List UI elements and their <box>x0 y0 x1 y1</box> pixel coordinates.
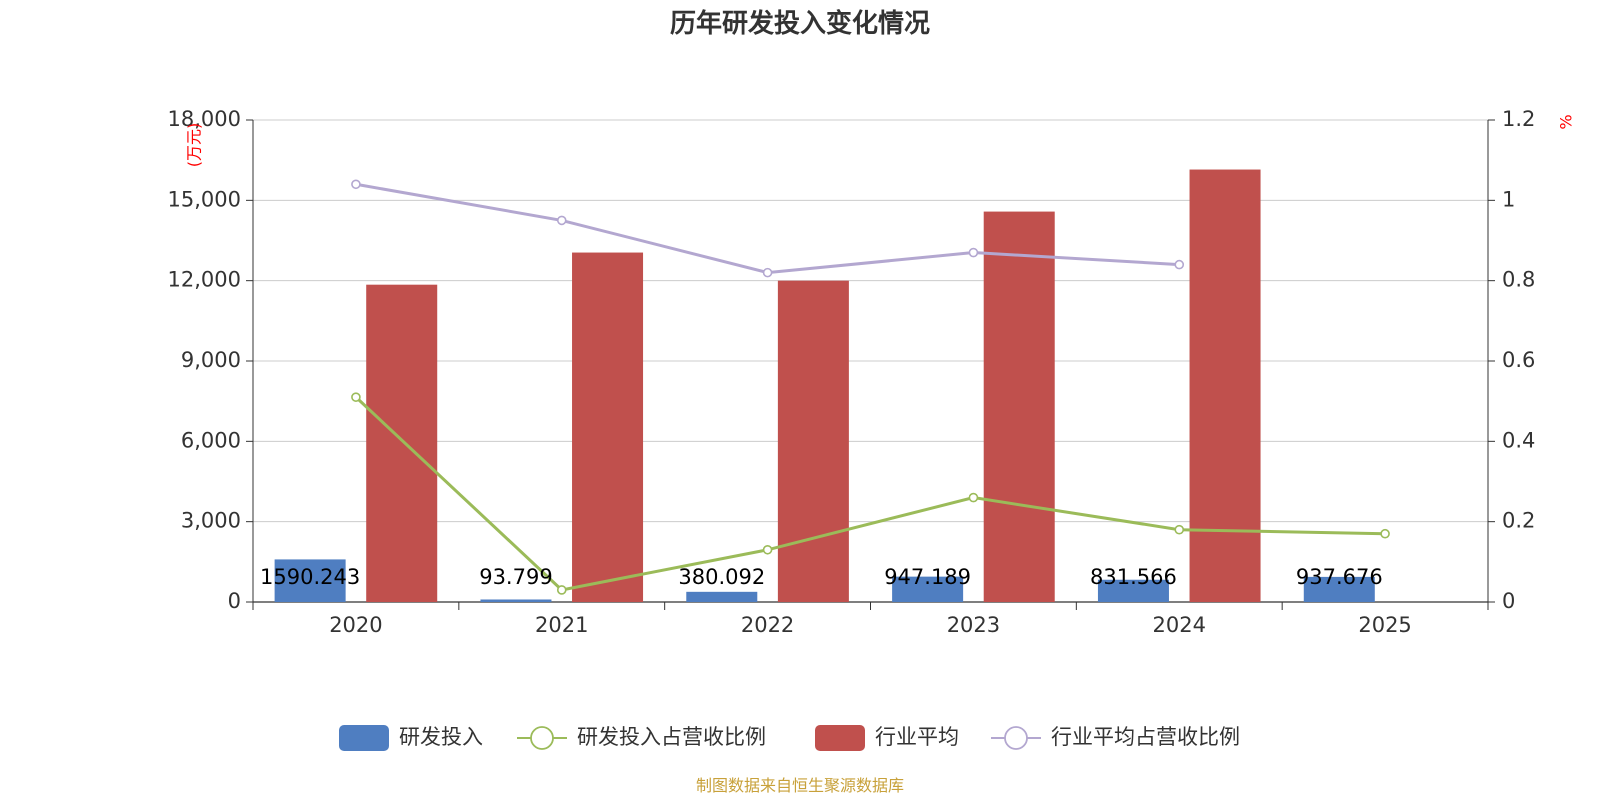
line-point <box>351 392 361 402</box>
x-tick-label: 2020 <box>329 613 382 637</box>
y-right-tick-label: 0.4 <box>1502 428 1535 452</box>
y-right-tick-label: 0.6 <box>1502 348 1535 372</box>
bar-industry <box>366 284 438 602</box>
bar-rd <box>1303 576 1375 602</box>
line-point <box>1380 528 1390 539</box>
lines <box>351 179 1390 595</box>
bars <box>274 169 1375 603</box>
y-right-unit: % <box>1557 114 1576 129</box>
legend-swatch <box>815 725 865 751</box>
axes: 0 3,000 6,000 9,000 12,000 15,000 18,000 0 0.2 0.… <box>168 107 1536 637</box>
y-left-tick-label: 9,000 <box>181 348 241 372</box>
x-tick-label: 2022 <box>741 613 794 637</box>
line-point <box>556 585 567 595</box>
bar-industry <box>983 211 1055 602</box>
bar-rd <box>274 559 346 602</box>
bar-rd <box>480 599 552 602</box>
legend-marker <box>1004 726 1028 750</box>
y-left-tick-label: 12,000 <box>168 268 241 292</box>
line-point <box>762 267 773 278</box>
line-point <box>351 179 361 190</box>
bar-data-label: 947.189 <box>884 565 971 589</box>
line-point <box>968 492 979 503</box>
line-point <box>968 247 979 258</box>
legend-label: 研发投入占营收比例 <box>577 725 766 749</box>
line-point <box>762 544 773 555</box>
x-tick-label: 2024 <box>1153 613 1206 637</box>
bar-data-label: 380.092 <box>678 565 765 589</box>
legend-label: 行业平均占营收比例 <box>1051 725 1240 749</box>
y-left-tick-label: 6,000 <box>181 428 241 452</box>
y-left-unit: (万元) <box>185 123 204 168</box>
bar-data-label: 831.566 <box>1090 565 1177 589</box>
y-right-tick-label: 0.2 <box>1502 509 1535 533</box>
bar-industry <box>777 280 849 602</box>
x-tick-label: 2021 <box>535 613 588 637</box>
bar-rd <box>1097 579 1169 602</box>
bar-data-label: 1590.243 <box>260 565 360 589</box>
x-tick-label: 2023 <box>947 613 1000 637</box>
y-left-tick-label: 15,000 <box>168 187 241 211</box>
chart-title: 历年研发投入变化情况 <box>670 8 930 39</box>
bar-data-label: 937.676 <box>1296 565 1383 589</box>
y-right-tick-label: 0.8 <box>1502 268 1535 292</box>
legend-label: 研发投入 <box>399 725 483 749</box>
line-point <box>556 215 567 226</box>
line-series-3 <box>355 182 1180 275</box>
bar-rd <box>686 591 758 602</box>
y-right-tick-label: 0 <box>1502 589 1515 613</box>
line-point <box>1174 524 1185 535</box>
bar-industry <box>1189 169 1261 603</box>
legend: 研发投入 研发投入占营收比例 行业平均 行业平均占营收比例 <box>339 725 1240 751</box>
y-left-tick-label: 18,000 <box>168 107 241 131</box>
y-left-tick-label: 3,000 <box>181 509 241 533</box>
bar-industry <box>572 252 644 603</box>
bar-rd <box>892 576 964 602</box>
data-labels: 1590.243 93.799 380.092 947.189 831.566 937.6… <box>260 565 1383 589</box>
line-point <box>1174 259 1185 270</box>
y-left-tick-label: 0 <box>228 589 241 613</box>
grid <box>253 119 1488 523</box>
x-tick-label: 2025 <box>1358 613 1411 637</box>
y-right-tick-label: 1 <box>1502 187 1515 211</box>
legend-swatch <box>339 725 389 751</box>
bar-data-label: 93.799 <box>479 565 552 589</box>
source-note: 制图数据来自恒生聚源数据库 <box>696 776 904 795</box>
line-series-1 <box>354 396 1386 592</box>
legend-label: 行业平均 <box>875 725 959 749</box>
y-right-tick-label: 1.2 <box>1502 107 1535 131</box>
legend-marker <box>530 726 554 750</box>
